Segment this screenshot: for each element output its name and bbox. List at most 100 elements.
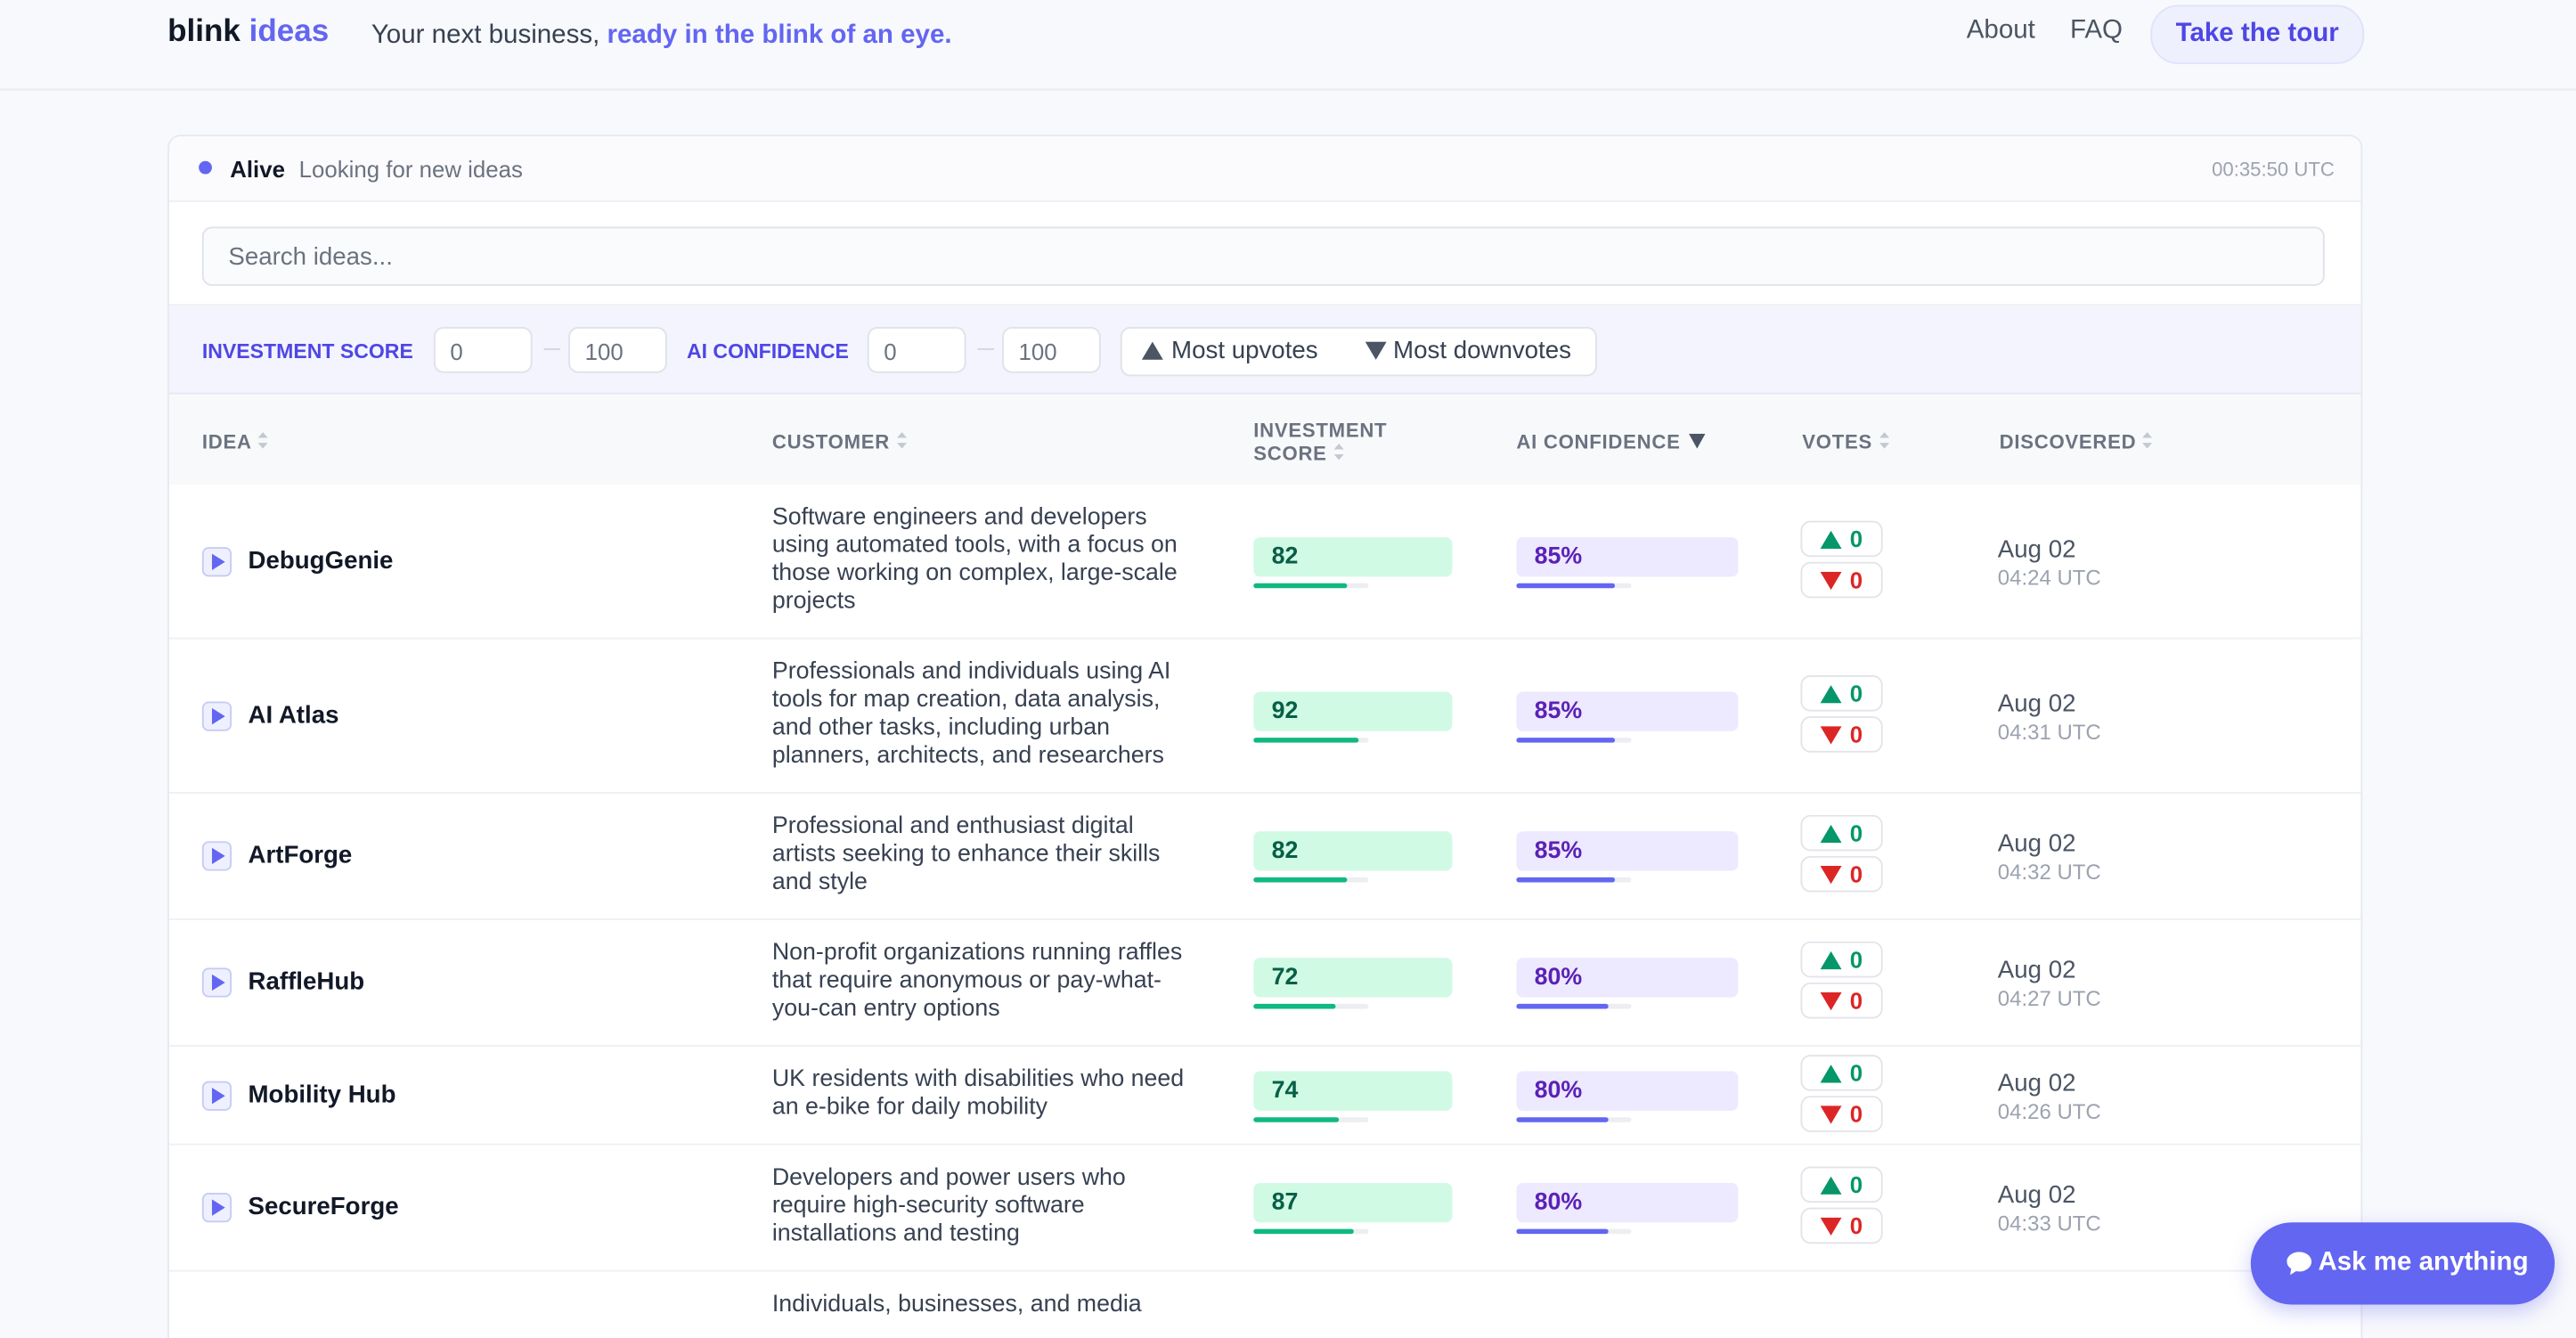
search-section: Search ideas... [168, 202, 2361, 306]
idea-row[interactable]: Individuals, businesses, and media [169, 1272, 2360, 1338]
idea-row[interactable]: UK residents with disabilities who need … [168, 1047, 2361, 1146]
idea-row[interactable]: Software engineers and developers using … [168, 485, 2361, 640]
idea-row[interactable]: Non-profit organizations running raffles… [168, 920, 2361, 1047]
up-icon [1820, 1176, 1842, 1195]
downvote-button[interactable]: 0 [1800, 982, 1883, 1019]
idea-name: ArtForge [248, 841, 353, 869]
idea-row[interactable]: Developers and power users who require h… [168, 1146, 2361, 1272]
column-header[interactable]: CUSTOMER [772, 430, 907, 453]
downvote-button[interactable]: 0 [1800, 560, 1883, 598]
expand-button[interactable] [201, 700, 232, 730]
score-pill: 87 [1253, 1182, 1453, 1223]
expand-button[interactable] [201, 1193, 232, 1223]
filter-label: AI CONFIDENCE [686, 339, 849, 363]
filter-input[interactable]: 100 [1002, 327, 1101, 373]
downvote-count: 0 [1849, 1099, 1863, 1127]
discovered-date: Aug 02 [1997, 1068, 2076, 1097]
column-header[interactable]: DISCOVERED [2000, 430, 2153, 453]
status-message: Looking for new ideas [298, 156, 523, 183]
column-header[interactable]: VOTES [1802, 430, 1889, 453]
range-dash [543, 348, 560, 350]
play-icon [211, 1087, 225, 1104]
tagline-text: Your next business, [371, 20, 600, 50]
sort-toggle: Most upvotes Most downvotes [1120, 327, 1597, 377]
score-track [1253, 877, 1369, 883]
upvote-count: 0 [1849, 946, 1863, 973]
upvote-count: 0 [1849, 820, 1863, 846]
downvote-button[interactable]: 0 [1800, 715, 1883, 752]
play-icon [211, 1199, 225, 1216]
downvote-button[interactable]: 0 [1800, 1207, 1883, 1244]
nav-link[interactable]: FAQ [2069, 16, 2123, 45]
chat-label[interactable]: Ask me anything [2318, 1248, 2529, 1277]
down-icon [1820, 1105, 1842, 1123]
filter-input[interactable]: 100 [568, 327, 667, 373]
sort-icon [2142, 432, 2153, 449]
sort-icon [1879, 432, 1889, 449]
confidence-pill: 85% [1516, 690, 1739, 730]
downvote-count: 0 [1849, 987, 1863, 1014]
sort-icon [258, 432, 269, 449]
score-bar [1253, 1116, 1339, 1122]
down-icon [1820, 725, 1842, 744]
chat-button[interactable]: Ask me anything [2250, 1222, 2556, 1305]
upvote-count: 0 [1849, 1058, 1863, 1086]
customer: Software engineers and developers using … [771, 504, 1178, 615]
tour-button[interactable]: Take the tour [2150, 4, 2365, 64]
sort-option[interactable]: Most downvotes [1393, 337, 1571, 365]
downvote-count: 0 [1849, 861, 1863, 887]
confidence-pill: 85% [1516, 536, 1739, 576]
column-header[interactable]: IDEA [202, 430, 269, 453]
idea-name: AI Atlas [248, 700, 339, 729]
idea-name: SecureForge [248, 1193, 399, 1221]
play-icon [211, 707, 225, 724]
confidence-pill: 80% [1516, 1182, 1739, 1223]
column-header[interactable]: INVESTMENT SCORE [1253, 419, 1388, 465]
upvote-button[interactable]: 0 [1800, 1054, 1883, 1090]
confidence-track [1516, 582, 1632, 588]
column-header[interactable]: AI CONFIDENCE [1516, 430, 1706, 453]
confidence-bar [1516, 1003, 1609, 1009]
customer: Non-profit organizations running raffles… [771, 939, 1183, 1023]
expand-button[interactable] [201, 546, 232, 576]
upvote-count: 0 [1849, 1171, 1863, 1198]
downvote-count: 0 [1849, 1212, 1863, 1239]
expand-button[interactable] [201, 841, 232, 871]
play-icon [211, 974, 225, 991]
upvote-button[interactable]: 0 [1800, 674, 1883, 711]
tagline: Your next business, ready in the blink o… [371, 21, 952, 51]
filter-input[interactable]: 0 [867, 327, 966, 373]
nav-link[interactable]: About [1966, 16, 2035, 45]
upvote-button[interactable]: 0 [1800, 519, 1883, 557]
expand-button[interactable] [201, 967, 232, 998]
table-header: IDEA CUSTOMER INVESTMENT SCORE AI CONFIDENC… [168, 394, 2361, 485]
upvote-button[interactable]: 0 [1800, 814, 1883, 852]
confidence-bar [1516, 1116, 1609, 1122]
idea-row[interactable]: Professional and enthusiast digital arti… [168, 794, 2361, 920]
discovered-date: Aug 02 [1997, 956, 2076, 984]
sort-option[interactable]: Most upvotes [1171, 337, 1318, 365]
score-track [1253, 1228, 1369, 1235]
customer: Professional and enthusiast digital arti… [771, 812, 1161, 896]
sort-icon [1333, 443, 1344, 461]
upvote-count: 0 [1849, 525, 1863, 551]
discovered-time: 04:32 UTC [1997, 859, 2101, 885]
ideas-card: Alive Looking for new ideas 00:35:50 UTC… [167, 135, 2363, 1338]
expand-button[interactable] [201, 1080, 232, 1110]
downvote-count: 0 [1849, 720, 1863, 747]
play-icon [211, 552, 225, 570]
idea-row[interactable]: Professionals and individuals using AI t… [168, 639, 2361, 794]
brand[interactable]: blink ideas [167, 15, 329, 52]
filter-input[interactable]: 0 [433, 327, 533, 373]
up-icon [1820, 824, 1842, 844]
brand-accent[interactable]: ideas [249, 14, 330, 50]
brand-name[interactable]: blink [167, 14, 240, 50]
upvote-button[interactable]: 0 [1800, 1166, 1883, 1203]
downvote-button[interactable]: 0 [1800, 855, 1883, 893]
upvote-button[interactable]: 0 [1800, 941, 1883, 978]
downvote-button[interactable]: 0 [1800, 1095, 1883, 1131]
score-pill: 82 [1253, 536, 1453, 576]
idea-name: Mobility Hub [248, 1080, 396, 1109]
search-input[interactable]: Search ideas... [201, 226, 2325, 286]
play-icon [211, 847, 225, 865]
